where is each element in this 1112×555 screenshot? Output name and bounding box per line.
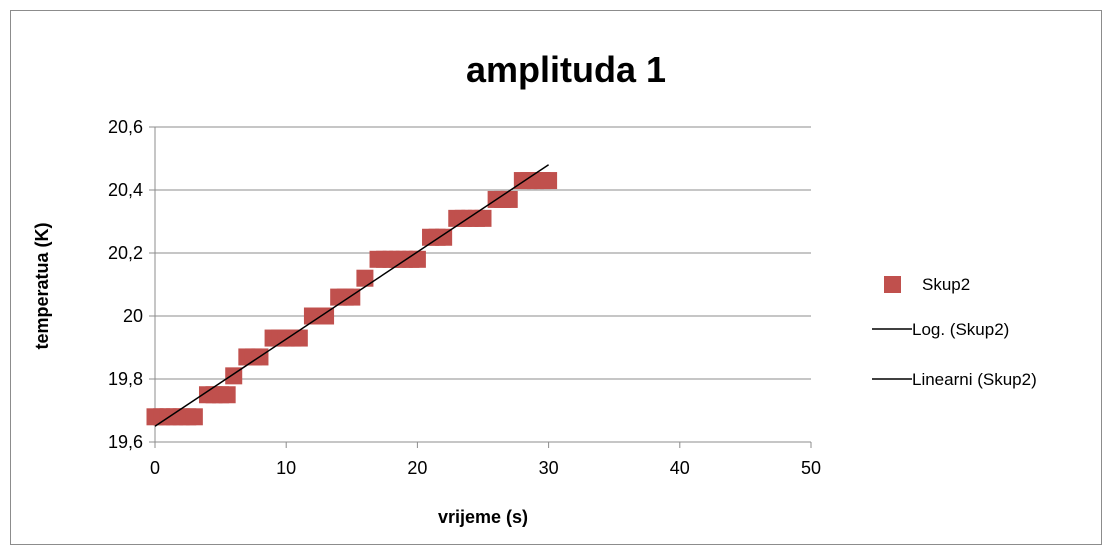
data-point (185, 408, 203, 426)
x-tick-label: 20 (407, 458, 427, 478)
x-axis-title: vrijeme (s) (438, 507, 528, 527)
data-point (356, 269, 374, 287)
y-axis-title: temperatua (K) (32, 222, 52, 349)
data-point (218, 386, 236, 404)
x-tick-label: 10 (276, 458, 296, 478)
chart-frame (10, 10, 1102, 545)
legend: Skup2 Log. (Skup2) Linearni (Skup2) (872, 275, 1037, 389)
legend-label-skup2: Skup2 (922, 275, 970, 294)
y-tick-labels: 19,6 19,8 20 20,2 20,4 20,6 (108, 117, 143, 452)
grid-lines (155, 126, 811, 380)
y-tick-label: 19,8 (108, 369, 143, 389)
data-point (500, 190, 518, 208)
data-point (474, 209, 492, 227)
y-tick-label: 20 (123, 306, 143, 326)
legend-swatch-skup2 (884, 276, 901, 293)
legend-label-linear: Linearni (Skup2) (912, 370, 1037, 389)
data-point (290, 329, 308, 347)
trendline-linear (154, 164, 550, 427)
y-tick-label: 19,6 (108, 432, 143, 452)
x-tick-label: 30 (539, 458, 559, 478)
axes (149, 126, 812, 448)
data-point (408, 250, 426, 268)
legend-label-log: Log. (Skup2) (912, 320, 1009, 339)
trendlines (154, 164, 550, 427)
y-tick-label: 20,4 (108, 180, 143, 200)
data-point (317, 307, 335, 325)
series-skup2-points (146, 172, 558, 426)
x-tick-label: 50 (801, 458, 821, 478)
y-tick-label: 20,2 (108, 243, 143, 263)
x-tick-labels: 0 10 20 30 40 50 (150, 458, 821, 478)
chart-title: amplituda 1 (466, 49, 666, 90)
x-tick-label: 0 (150, 458, 160, 478)
x-tick-label: 40 (670, 458, 690, 478)
data-point (435, 228, 453, 246)
y-tick-label: 20,6 (108, 117, 143, 137)
data-point (540, 172, 558, 190)
